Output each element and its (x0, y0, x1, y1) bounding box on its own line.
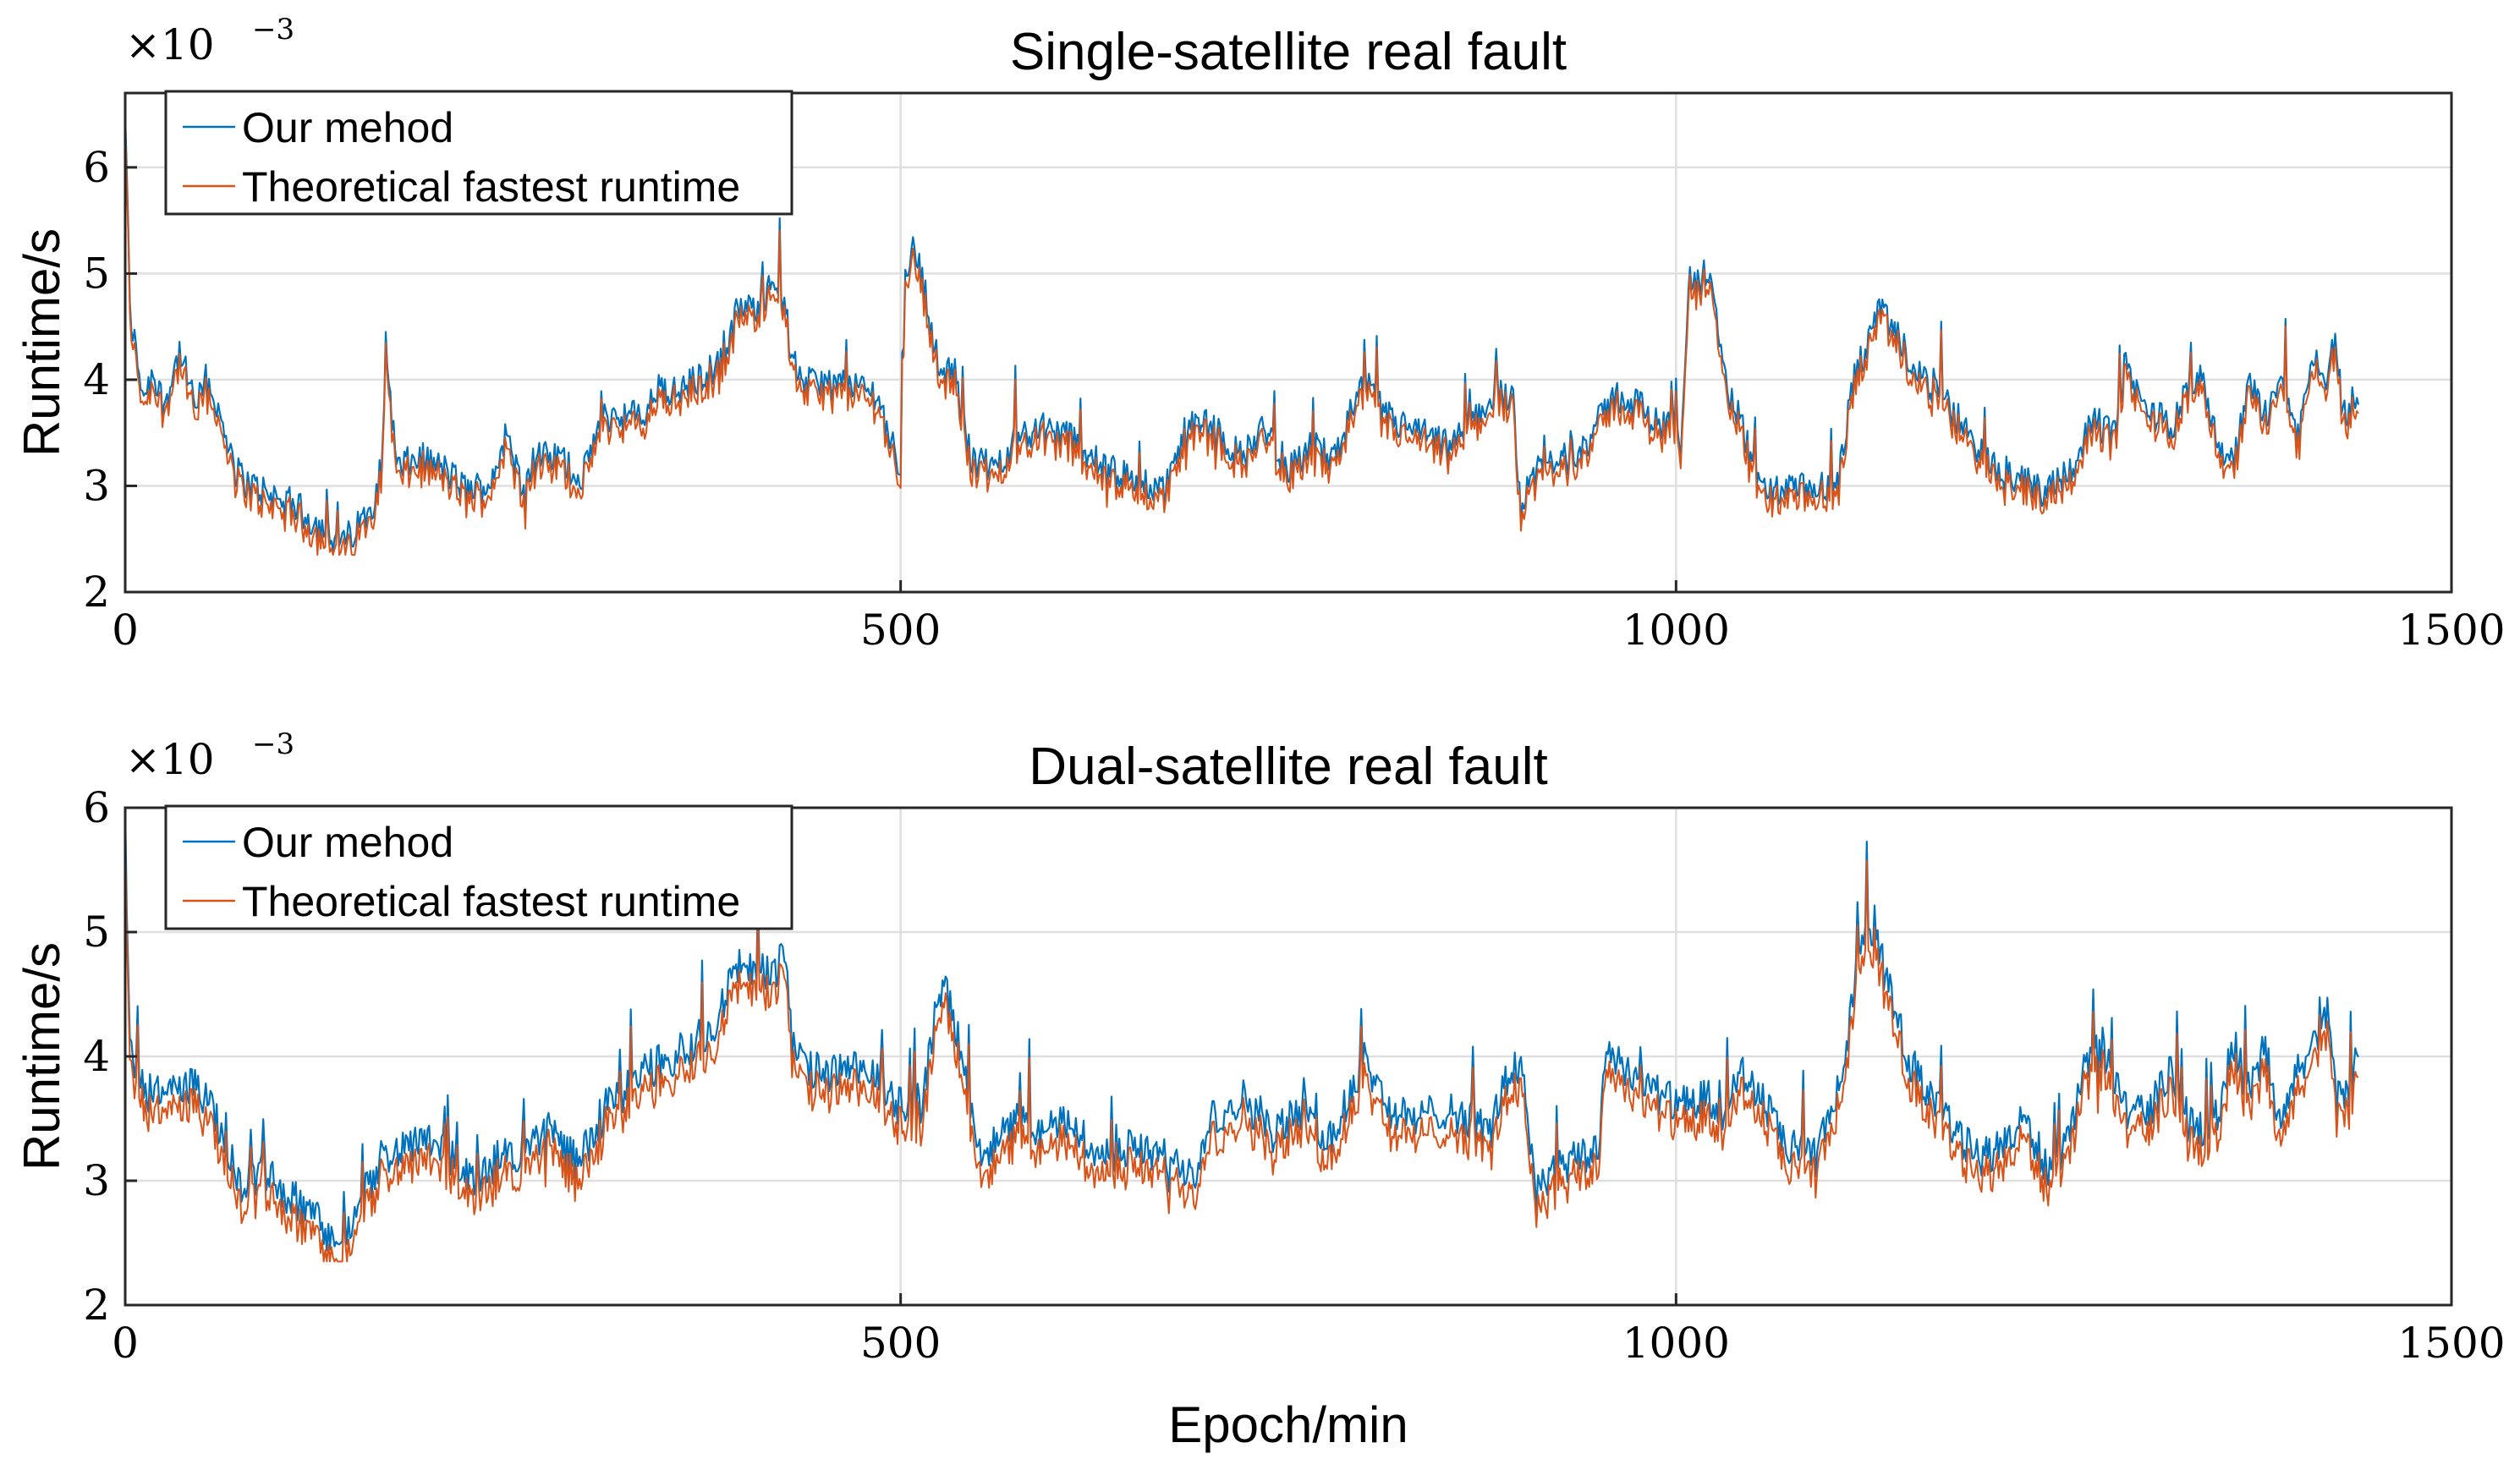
x-tick-label: 0 (112, 606, 139, 655)
y-tick-label: 5 (83, 249, 110, 298)
legend-box (164, 90, 793, 216)
legend-label: Theoretical fastest runtime (242, 878, 740, 925)
series-line-theoretical-fastest (124, 828, 2359, 1263)
x-tick-label: 500 (860, 606, 941, 655)
legend: Our mehod Theoretical fastest runtime (164, 804, 793, 930)
series-line-our-method (124, 808, 2359, 1252)
y-tick-label: 4 (83, 1032, 110, 1081)
y-exponent-power: −3 (252, 13, 294, 47)
axes-box (124, 91, 2453, 594)
y-axis-label: Runtime/s (14, 228, 70, 457)
x-tick-label: 500 (860, 1319, 941, 1368)
y-tick-label: 6 (83, 143, 110, 192)
chart-1: 0 500 1000 1500 2 3 4 5 6 ×10 −3 Single-satellite r… (14, 13, 2506, 655)
y-tick-label: 3 (83, 1156, 110, 1205)
x-tick-label: 1000 (1622, 606, 1730, 655)
y-tick-label: 2 (83, 568, 110, 617)
series-line-theoretical-fastest (124, 123, 2359, 557)
legend-label: Our mehod (242, 819, 453, 866)
legend: Our mehod Theoretical fastest runtime (164, 90, 793, 216)
y-exponent-label: ×10 (125, 735, 215, 784)
legend-label: Theoretical fastest runtime (242, 163, 740, 211)
y-tick-label: 2 (83, 1281, 110, 1330)
y-axis-label: Runtime/s (14, 942, 70, 1171)
x-axis-label: Epoch/min (1168, 1396, 1408, 1453)
y-exponent-label: ×10 (125, 20, 215, 69)
y-tick-label: 3 (83, 461, 110, 510)
x-tick-label: 1500 (2397, 1319, 2505, 1368)
y-exponent-power: −3 (252, 727, 294, 761)
chart-title: Single-satellite real fault (1010, 23, 1567, 81)
y-tick-label: 6 (83, 783, 110, 832)
x-tick-label: 1500 (2397, 606, 2505, 655)
chart-2: 0 500 1000 1500 2 3 4 5 6 ×10 −3 Dual-satellite rea… (14, 727, 2506, 1453)
y-tick-label: 4 (83, 355, 110, 404)
x-tick-label: 0 (112, 1319, 139, 1368)
chart-title: Dual-satellite real fault (1029, 738, 1547, 796)
legend-label: Our mehod (242, 104, 453, 151)
x-tick-label: 1000 (1622, 1319, 1730, 1368)
y-tick-label: 5 (83, 908, 110, 957)
legend-box (164, 804, 793, 930)
